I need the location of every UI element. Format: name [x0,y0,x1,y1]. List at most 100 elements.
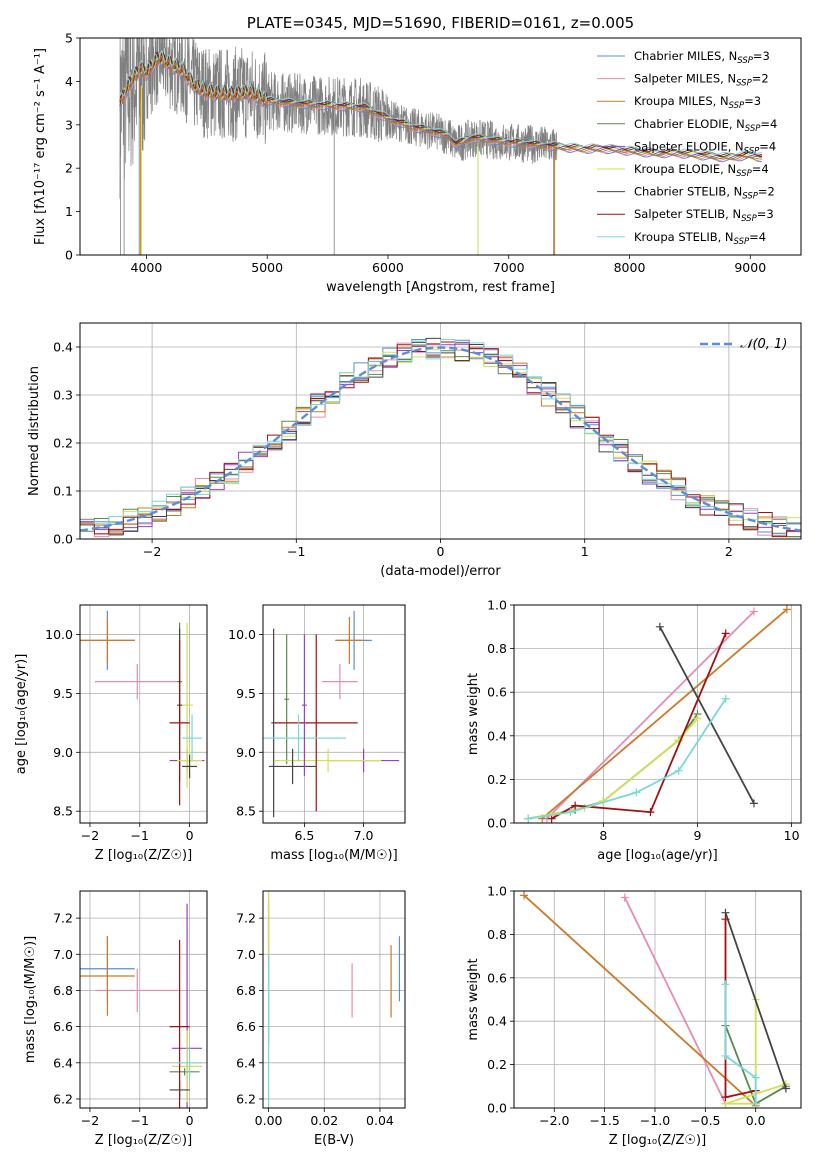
weight-marker [674,766,683,775]
x-tick-label: 7000 [493,260,525,275]
y-tick-label: 3 [65,117,73,132]
spectrum-legend: Chabrier MILES, NSSP=3 Salpeter MILES, NS… [597,49,777,247]
x-tick-label: 0.04 [366,1113,394,1128]
y-tick-label: 6.2 [236,1091,256,1106]
weight-line-9 [724,984,757,1104]
x-tick-label: 0.00 [255,1113,283,1128]
x-axis-label: age [log₁₀(age/yr)] [597,848,718,863]
y-tick-label: 4 [65,74,73,89]
x-tick-label: −1 [131,1113,149,1128]
weight-line-6 [527,717,699,820]
legend-label: Salpeter STELIB, NSSP=3 [634,207,774,224]
weight-marker [632,788,641,797]
x-axis-label: (data-model)/error [380,564,501,579]
y-tick-label: 6.6 [53,1019,73,1034]
weight-vs-Z-plot-area [520,891,790,1108]
y-tick-label: 0.0 [53,532,73,547]
x-tick-label: −2 [81,1113,99,1128]
axes-frame [262,890,406,1109]
axes-frame [513,890,802,1109]
y-tick-label: 8.5 [53,804,73,819]
weight-marker [547,814,556,823]
weight-marker [721,694,730,703]
weight-vs-age-panel: 8 9 10 0.0 0.2 0.4 0.6 0.8 1.0 age [log₁₀(age/yr)… [466,598,802,863]
x-tick-label: −0.5 [690,1113,720,1128]
weight-marker [782,605,791,614]
errorbar-point [322,663,358,700]
x-tick-label: −2 [143,544,161,559]
weight-marker [524,814,533,823]
x-tick-label: −2.0 [539,1113,569,1128]
y-tick-label: 6.2 [53,1091,73,1106]
x-tick-label: −1 [287,544,305,559]
y-tick-label: 0.6 [487,970,507,985]
y-axis-label: mass weight [466,958,481,1040]
errorbar-point [169,939,190,1108]
y-tick-label: 10.0 [45,627,73,642]
y-tick-label: 1.0 [487,884,507,899]
axes-frame [262,604,406,824]
y-tick-label: 0.2 [487,1057,507,1072]
x-tick-label: 1 [581,544,589,559]
x-tick-label: 2 [725,544,733,559]
x-tick-label: −1 [131,828,149,843]
weight-marker [721,629,730,638]
x-tick-label: 0.02 [310,1113,338,1128]
x-axis-label: Z [log₁₀(Z/Z☉)] [609,1133,706,1148]
x-tick-label: 4000 [131,260,163,275]
weight-line-4 [527,713,699,820]
y-tick-label: 7.0 [236,947,256,962]
y-axis-label: mass [log₁₀(M/M☉)] [23,936,38,1063]
errorbar-point [284,634,290,765]
weight-marker [721,1051,730,1060]
y-tick-label: 0.8 [487,641,507,656]
age-vs-mass-plot-area [263,610,400,818]
x-tick-label: −1.5 [589,1113,619,1128]
y-tick-label: 2 [65,161,73,176]
axes-frame [79,37,802,256]
y-tick-label: 9.5 [53,686,73,701]
x-tick-label: 0 [186,1113,194,1128]
age-vs-Z-panel: −2 −1 0 8.5 9.0 9.5 10.0 Z [log₁₀(Z/Z☉)] age [lo… [14,604,208,863]
errorbar-point [268,748,317,785]
x-tick-label: 5000 [251,260,283,275]
age-vs-Z-plot-area [80,610,205,806]
x-axis-label: wavelength [Angstrom, rest frame] [326,280,555,295]
y-tick-label: 6.8 [53,983,73,998]
weight-marker [620,893,629,902]
x-tick-label: 9000 [734,260,766,275]
x-tick-label: 0 [186,828,194,843]
x-axis-label: Z [log₁₀(Z/Z☉)] [95,1133,192,1148]
weight-line-7 [659,626,755,804]
weight-vs-Z-panel: −2.0 −1.5 −1.0 −0.5 0.0 0.0 0.2 0.4 0.6 0.8 1.0 Z [… [466,884,802,1148]
weight-line-2 [623,897,727,1105]
y-tick-label: 1 [65,204,73,219]
weight-marker [749,607,758,616]
legend-label: Chabrier STELIB, NSSP=2 [634,185,775,202]
residuals-plot-area [80,337,801,538]
legend-label: Kroupa STELIB, NSSP=4 [634,230,766,247]
y-tick-label: 8.5 [236,804,256,819]
x-tick-label: −1.0 [640,1113,670,1128]
y-tick-label: 0.2 [53,436,73,451]
legend-label: Kroupa ELODIE, NSSP=4 [634,162,769,179]
weight-vs-age-plot-area [524,605,791,823]
errorbar-point [274,634,358,812]
model-spectrum-line-3 [119,55,762,161]
errorbar-point [182,714,203,762]
mass-vs-ebv-panel: 0.00 0.02 0.04 6.2 6.4 6.6 6.8 7.0 7.2 E(B-V) [236,890,406,1148]
x-axis-label: mass [log₁₀(M/M☉)] [270,848,397,863]
x-tick-label: 8000 [614,260,646,275]
y-tick-label: 6.4 [53,1055,73,1070]
errorbar-point [169,640,190,806]
x-tick-label: 0.0 [746,1113,766,1128]
errorbar-point [263,714,346,762]
weight-marker [721,980,730,989]
y-tick-label: 0.8 [487,927,507,942]
weight-line-8 [551,632,727,820]
y-tick-label: 0.6 [487,685,507,700]
spectrum-panel: 4000 5000 6000 7000 8000 9000 0 1 2 3 4 5 wavelength… [33,14,802,295]
errorbar-point [80,616,135,664]
y-tick-label: 9.0 [236,745,256,760]
